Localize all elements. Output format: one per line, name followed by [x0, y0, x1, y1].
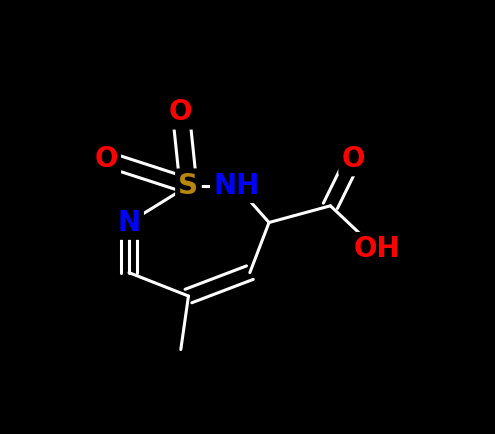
Text: N: N — [117, 208, 141, 237]
Text: O: O — [94, 145, 118, 173]
Text: O: O — [342, 145, 365, 173]
Text: NH: NH — [213, 172, 259, 200]
Text: OH: OH — [353, 235, 400, 263]
Text: S: S — [179, 172, 198, 200]
Text: O: O — [169, 98, 193, 126]
